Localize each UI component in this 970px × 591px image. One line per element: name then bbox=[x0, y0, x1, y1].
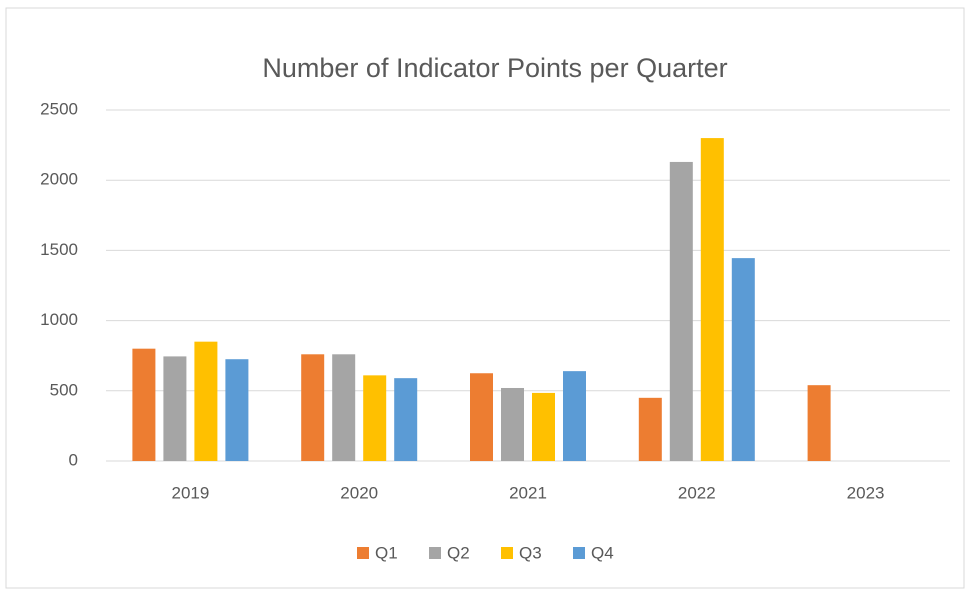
bar bbox=[225, 359, 249, 461]
bar bbox=[363, 375, 387, 461]
bar bbox=[394, 378, 418, 461]
legend-label: Q2 bbox=[447, 543, 470, 562]
legend-label: Q4 bbox=[591, 543, 614, 562]
y-tick-label: 1500 bbox=[40, 240, 78, 259]
legend-label: Q3 bbox=[519, 543, 542, 562]
bar bbox=[470, 373, 493, 461]
bar bbox=[532, 392, 555, 461]
x-tick-label: 2021 bbox=[509, 483, 547, 502]
bar bbox=[301, 354, 325, 461]
legend-swatch bbox=[429, 547, 441, 559]
x-tick-label: 2022 bbox=[678, 483, 716, 502]
bar bbox=[638, 397, 662, 461]
y-tick-label: 2500 bbox=[40, 99, 78, 118]
bar bbox=[563, 371, 586, 461]
bar bbox=[194, 341, 218, 461]
bar bbox=[501, 387, 524, 461]
x-tick-label: 2020 bbox=[340, 483, 378, 502]
y-tick-label: 2000 bbox=[40, 170, 78, 189]
bar bbox=[731, 258, 755, 461]
chart-title: Number of Indicator Points per Quarter bbox=[262, 53, 727, 83]
bar bbox=[332, 354, 356, 461]
x-tick-label: 2023 bbox=[847, 483, 885, 502]
legend-swatch bbox=[357, 547, 369, 559]
bar bbox=[669, 161, 693, 461]
legend-label: Q1 bbox=[375, 543, 398, 562]
y-tick-label: 0 bbox=[69, 450, 78, 469]
y-tick-label: 500 bbox=[50, 380, 78, 399]
bar bbox=[700, 138, 724, 461]
legend-swatch bbox=[573, 547, 585, 559]
bar bbox=[132, 348, 156, 461]
legend-swatch bbox=[501, 547, 513, 559]
bar bbox=[807, 385, 831, 461]
bar bbox=[163, 356, 187, 461]
y-tick-label: 1000 bbox=[40, 310, 78, 329]
x-tick-label: 2019 bbox=[171, 483, 209, 502]
chart-border bbox=[5, 7, 965, 589]
